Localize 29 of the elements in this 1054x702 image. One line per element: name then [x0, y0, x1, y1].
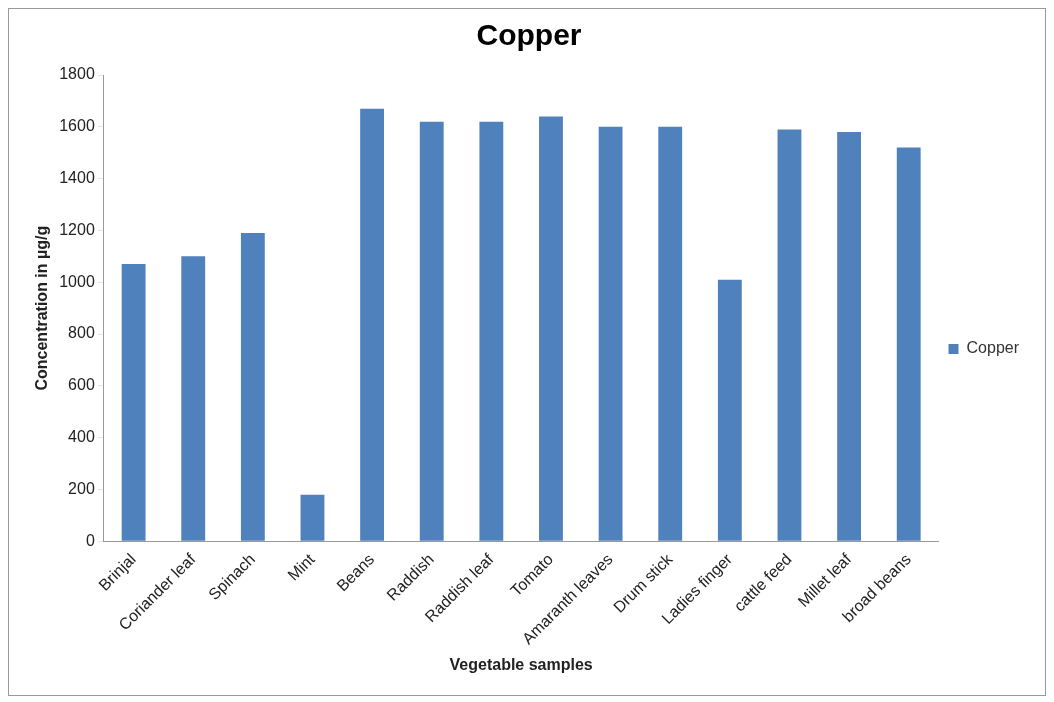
bar: [479, 121, 504, 541]
bar: [598, 126, 623, 541]
y-axis-title: Concentration in µg/g: [33, 225, 51, 391]
y-tick-label: 600: [68, 376, 95, 394]
bar: [419, 121, 444, 541]
y-tick-label: 1200: [59, 220, 95, 238]
bar: [300, 494, 325, 541]
y-tick-label: 200: [68, 479, 95, 497]
y-tick-label: 1400: [59, 169, 95, 187]
bar: [181, 256, 206, 541]
y-tick-label: 400: [68, 428, 95, 446]
x-tick-label: Mint: [284, 549, 319, 584]
bar: [896, 147, 921, 541]
bar: [777, 129, 802, 541]
bar: [539, 116, 563, 541]
y-tick-label: 1800: [59, 65, 95, 83]
bar: [121, 264, 146, 541]
bar: [360, 108, 385, 541]
chart-title: Copper: [476, 18, 582, 52]
bar: [717, 279, 742, 541]
bar: [658, 126, 683, 541]
y-tick-label: 0: [85, 531, 95, 549]
y-tick-label: 1000: [59, 272, 95, 290]
bar: [240, 233, 265, 541]
x-axis-title: Vegetable samples: [449, 655, 593, 673]
legend-label: Copper: [966, 339, 1020, 357]
bar: [837, 132, 862, 541]
y-tick-label: 1600: [59, 117, 95, 135]
y-tick-label: 800: [68, 324, 95, 342]
